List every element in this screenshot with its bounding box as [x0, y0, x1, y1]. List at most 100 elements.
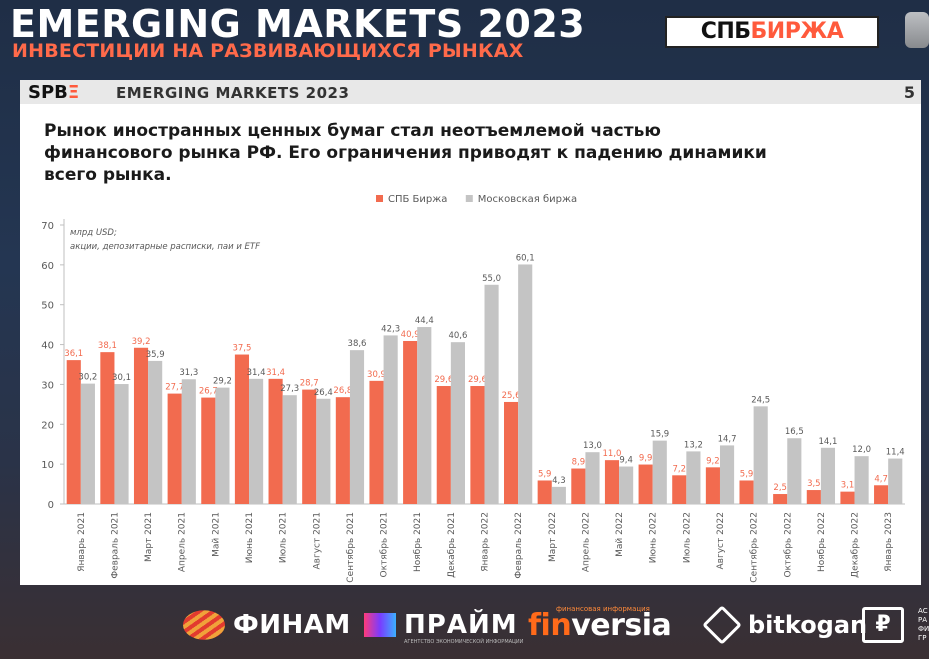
legend-swatch [376, 195, 383, 202]
data-label: 13,0 [583, 441, 602, 451]
x-tick-label: Январь 2023 [884, 512, 894, 572]
bar [436, 386, 451, 504]
x-tick-label: Январь 2022 [481, 512, 491, 572]
praym-tagline: АГЕНТСТВО ЭКОНОМИЧЕСКОЙ ИНФОРМАЦИИ [404, 639, 524, 645]
slide-headline: Рынок иностранных ценных бумаг стал неот… [44, 120, 864, 186]
praym-logo: ПРАЙМ АГЕНТСТВО ЭКОНОМИЧЕСКОЙ ИНФОРМАЦИИ [364, 607, 523, 645]
logo-accent-text: БИРЖА [750, 19, 844, 44]
data-label: 13,2 [684, 440, 703, 450]
y-tick-label: 50 [41, 301, 54, 312]
finam-name: ФИНАМ [233, 610, 351, 640]
data-label: 38,6 [348, 339, 367, 349]
bar [450, 342, 465, 504]
data-label: 14,7 [718, 434, 737, 444]
bar [739, 480, 754, 504]
chart-annotation: млрд USD; [70, 228, 117, 238]
x-tick-label: Февраль 2021 [110, 512, 120, 579]
bar [148, 360, 163, 504]
data-label: 4,3 [552, 476, 566, 486]
bar [773, 494, 788, 504]
slide-header-bar: SPBΞ EMERGING MARKETS 2023 5 [20, 80, 921, 104]
bar [854, 456, 869, 504]
bar [215, 387, 230, 504]
finam-mark-icon [183, 610, 225, 640]
bar [80, 383, 95, 504]
x-tick-label: Сентябрь 2021 [346, 512, 356, 583]
data-label: 14,1 [818, 437, 837, 447]
bar [114, 384, 129, 504]
data-label: 55,0 [482, 274, 501, 284]
headline-line: Рынок иностранных ценных бумаг стал неот… [44, 121, 661, 141]
data-label: 27,7 [165, 383, 184, 393]
bar [417, 327, 432, 504]
data-label: 40,6 [448, 331, 467, 341]
x-tick-label: Февраль 2022 [514, 512, 524, 579]
bar [888, 458, 903, 504]
finam-logo: ФИНАМ [183, 607, 351, 643]
data-label: 30,9 [367, 370, 386, 380]
x-tick-label: Ноябрь 2022 [817, 512, 827, 572]
bar [672, 475, 687, 504]
finversia-fin: fin [528, 607, 572, 643]
data-label: 5,9 [538, 469, 552, 479]
event-title: EMERGING MARKETS 2023 [10, 2, 586, 46]
bar [874, 485, 889, 504]
bar [806, 490, 821, 504]
x-tick-label: Май 2022 [615, 512, 625, 557]
data-label: 9,4 [619, 456, 633, 466]
data-label: 12,0 [852, 445, 871, 455]
data-label: 39,2 [132, 337, 151, 347]
x-tick-label: Июль 2021 [279, 512, 289, 563]
bitkogan-diamond-icon [702, 605, 742, 645]
ruble-book-logo: ₽ АС РА ФИ ГР [862, 607, 929, 643]
x-tick-label: Апрель 2022 [581, 512, 591, 572]
data-label: 26,8 [333, 386, 352, 396]
bar [66, 360, 81, 504]
chart-annotation: акции, депозитарные расписки, паи и ETF [70, 242, 260, 252]
data-label: 44,4 [415, 316, 434, 326]
y-tick-label: 70 [41, 221, 54, 232]
x-tick-label: Январь 2021 [77, 512, 87, 572]
data-label: 30,2 [78, 373, 97, 383]
x-tick-label: Декабрь 2022 [851, 512, 861, 578]
bar [349, 350, 365, 504]
data-label: 26,4 [314, 388, 333, 398]
data-label: 29,6 [468, 375, 487, 385]
x-tick-label: Март 2022 [548, 512, 558, 562]
x-tick-label: Апрель 2021 [178, 512, 188, 572]
bar [484, 284, 499, 504]
data-label: 60,1 [516, 253, 535, 263]
y-tick-label: 10 [41, 460, 54, 471]
bar [652, 440, 667, 504]
data-label: 8,9 [572, 458, 586, 468]
bar [705, 467, 720, 504]
data-label: 31,3 [179, 368, 198, 378]
x-tick-label: Июль 2022 [682, 512, 692, 563]
data-label: 15,9 [650, 430, 669, 440]
data-label: 30,1 [112, 373, 131, 383]
bar [537, 480, 552, 504]
y-tick-label: 0 [48, 500, 54, 511]
bar [840, 491, 855, 504]
bar [619, 466, 634, 504]
bar [551, 486, 566, 504]
bar [383, 335, 398, 504]
x-tick-label: Октябрь 2021 [380, 512, 390, 578]
data-label: 16,5 [785, 427, 804, 437]
bar [268, 378, 283, 504]
coin-stack-icon [905, 12, 929, 48]
finversia-rest: versia [571, 607, 672, 643]
bar [470, 386, 485, 504]
bar [302, 389, 317, 504]
bar [316, 398, 331, 504]
slide-bar-title: EMERGING MARKETS 2023 [116, 84, 350, 102]
praym-name: ПРАЙМ [404, 610, 518, 640]
bar [585, 452, 600, 504]
data-label: 26,7 [199, 387, 218, 397]
bar [719, 445, 735, 504]
data-label: 40,9 [401, 330, 420, 340]
bar [686, 451, 701, 504]
spb-exchange-logo: СПББИРЖА [665, 16, 879, 48]
bar [369, 380, 384, 504]
data-label: 3,5 [807, 479, 821, 489]
